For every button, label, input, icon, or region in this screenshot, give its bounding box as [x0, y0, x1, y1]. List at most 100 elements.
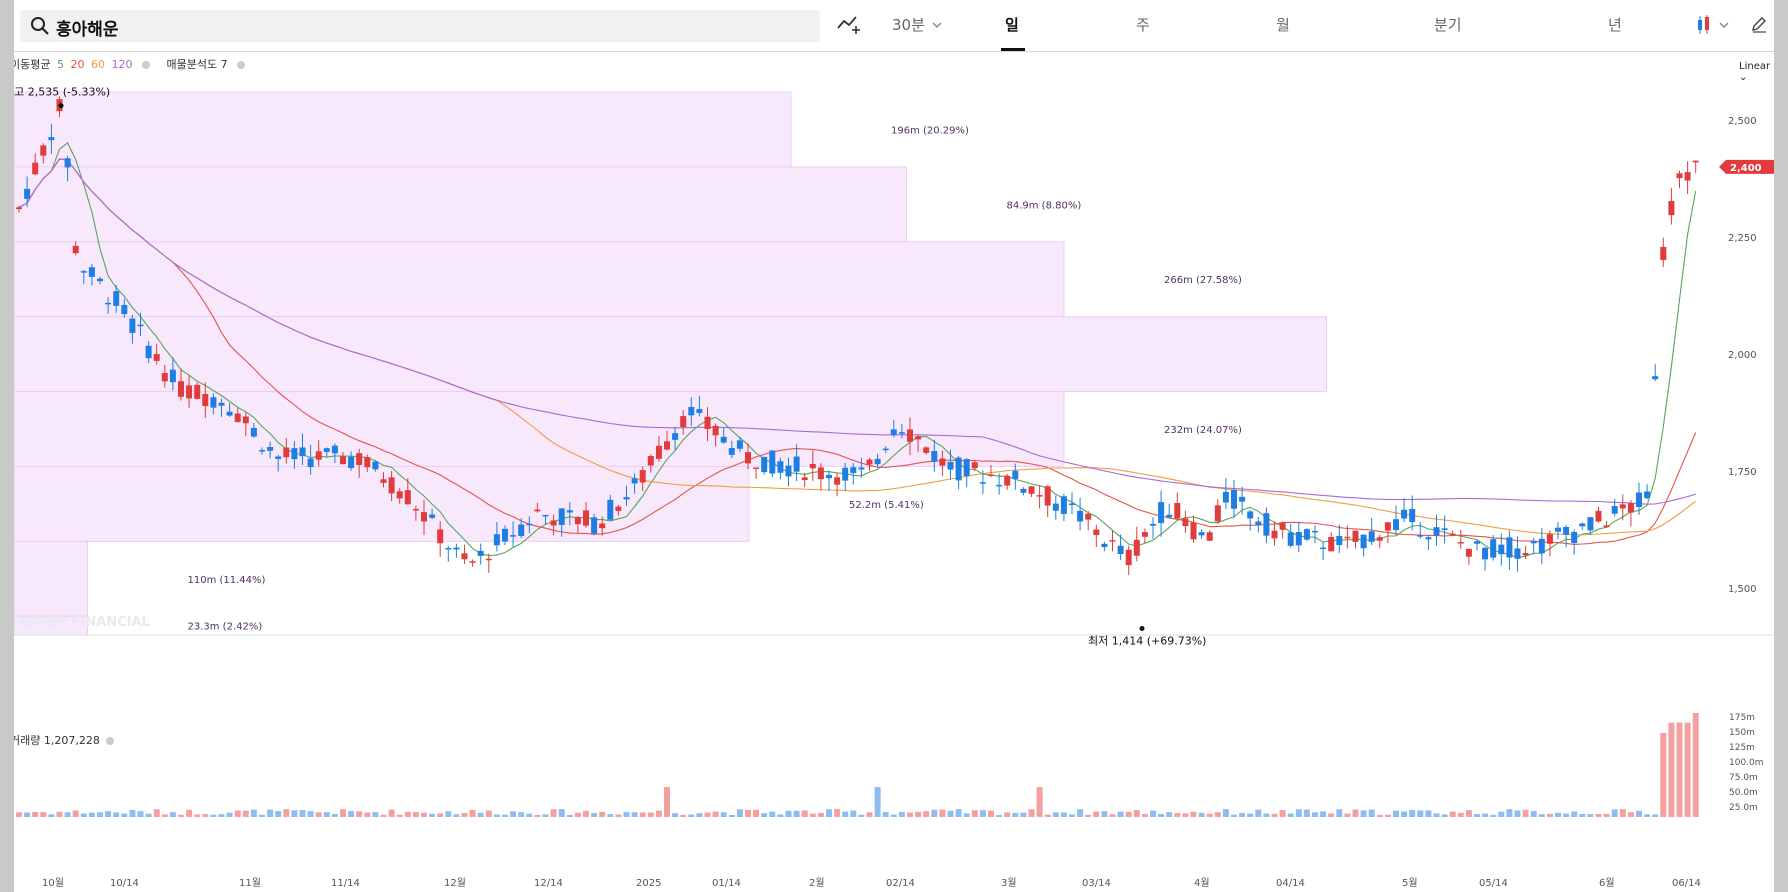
candle-body [1271, 530, 1278, 539]
volume-bar [1627, 812, 1634, 817]
volume-bar [1644, 814, 1651, 817]
volume-bar [1409, 809, 1416, 817]
candle-body [291, 448, 298, 460]
drawing-tool-icon[interactable] [836, 14, 862, 36]
tab-day[interactable]: 일 [1005, 16, 1019, 34]
volume-bar [1344, 813, 1351, 817]
candle-body [1174, 503, 1181, 519]
ma-60-label[interactable]: 60 [90, 58, 105, 71]
tab-quarter[interactable]: 분기 [1434, 16, 1462, 34]
volume-bar [866, 812, 873, 817]
volume-bar [858, 814, 865, 817]
candle-body [1190, 522, 1197, 540]
candle-body [153, 354, 160, 361]
volume-bar [477, 812, 484, 817]
candle-body [372, 461, 379, 470]
volume-bar [809, 813, 816, 817]
x-tick-label: 12월 [444, 877, 466, 889]
volume-bar [1498, 811, 1505, 817]
candle-body [340, 456, 346, 465]
candle-body [1425, 537, 1432, 540]
close-icon[interactable] [141, 61, 150, 69]
candle-body [1636, 492, 1642, 507]
volume-bar [453, 814, 460, 817]
candle-type-icon[interactable] [1696, 14, 1736, 36]
volume-tick-label: 75.0m [1729, 773, 1758, 783]
candle-body [412, 508, 419, 511]
volume-bar [510, 811, 517, 817]
volume-bar [599, 811, 606, 817]
volume-bar [72, 810, 79, 817]
candle-body [1393, 519, 1399, 530]
volume-bar [1085, 814, 1092, 817]
volume-bar [169, 812, 176, 817]
ma-5-label[interactable]: 5 [56, 58, 64, 71]
volume-bar [1312, 812, 1318, 817]
candle-body [445, 547, 452, 550]
candle-body [145, 345, 152, 359]
interval-select[interactable]: 30분 [892, 16, 925, 34]
high-marker [58, 103, 64, 109]
volume-bar [688, 814, 695, 817]
close-icon[interactable] [106, 737, 115, 745]
ma-20-label[interactable]: 20 [70, 58, 85, 71]
low-annotation: 최저 1,414 (+69.73%) [1088, 634, 1206, 647]
candle-body [1158, 502, 1165, 524]
candle-body [1587, 517, 1594, 531]
volume-legend: 거래량 1,207,228 [14, 732, 115, 748]
volume-bar [1190, 811, 1197, 817]
volume-bar [1546, 813, 1553, 817]
candle-body [1676, 173, 1683, 179]
x-tick-label: 6월 [1599, 877, 1615, 889]
volume-bar [898, 811, 905, 817]
chevron-down-icon[interactable] [932, 21, 942, 29]
volume-bar [745, 809, 751, 817]
candle-body [607, 499, 614, 520]
x-tick-label: 02/14 [886, 878, 915, 889]
candle-body [526, 523, 533, 526]
candle-body [404, 490, 411, 505]
scale-mode-toggle[interactable]: Linear ⌄ [1739, 61, 1771, 83]
volume-bar [607, 814, 614, 817]
tab-week[interactable]: 주 [1136, 16, 1150, 34]
tab-year[interactable]: 년 [1608, 16, 1622, 34]
candle-body [1368, 531, 1375, 542]
volume-bar [947, 810, 954, 817]
close-icon[interactable] [237, 61, 246, 69]
vp-legend-label[interactable]: 매물분석도 7 [166, 58, 228, 71]
candle-body [1328, 536, 1335, 552]
candle-body [890, 429, 897, 435]
price-chart[interactable]: 196m (20.29%) 84.9m (8.80%) 266m (27.58%) 2… [14, 52, 1774, 892]
volume-bar [194, 814, 201, 817]
candle-body [315, 451, 322, 460]
current-price-label: 2,400 [1730, 163, 1762, 174]
candle-body [979, 482, 986, 484]
volume-bar [647, 812, 654, 817]
volume-bar [259, 814, 265, 817]
volume-bar [890, 814, 897, 817]
candle-body [275, 456, 282, 459]
candle-body [1295, 531, 1302, 546]
candle-body [1352, 530, 1359, 542]
candle-body [72, 245, 79, 254]
tab-month[interactable]: 월 [1276, 16, 1290, 34]
price-tick-label: 1,750 [1728, 467, 1757, 478]
volume-bar [1101, 811, 1108, 817]
volume-bar [1449, 811, 1456, 817]
volume-profile-label: 52.2m (5.41%) [849, 500, 924, 511]
volume-bar [1231, 814, 1237, 817]
candle-body [364, 457, 371, 468]
candle-body [882, 448, 889, 451]
volume-bar [1077, 809, 1084, 817]
candle-body [858, 467, 865, 470]
volume-bar [1004, 812, 1011, 817]
candle-body [809, 463, 816, 469]
ma-120-label[interactable]: 120 [111, 58, 133, 71]
candle-body [1125, 549, 1132, 566]
pencil-icon[interactable] [1750, 15, 1768, 33]
search-box[interactable]: 흥아해운 [20, 10, 820, 42]
price-tick-label: 2,250 [1728, 233, 1757, 244]
candle-body [696, 409, 703, 413]
volume-bar [445, 811, 452, 817]
volume-tick-label: 125m [1729, 743, 1755, 753]
